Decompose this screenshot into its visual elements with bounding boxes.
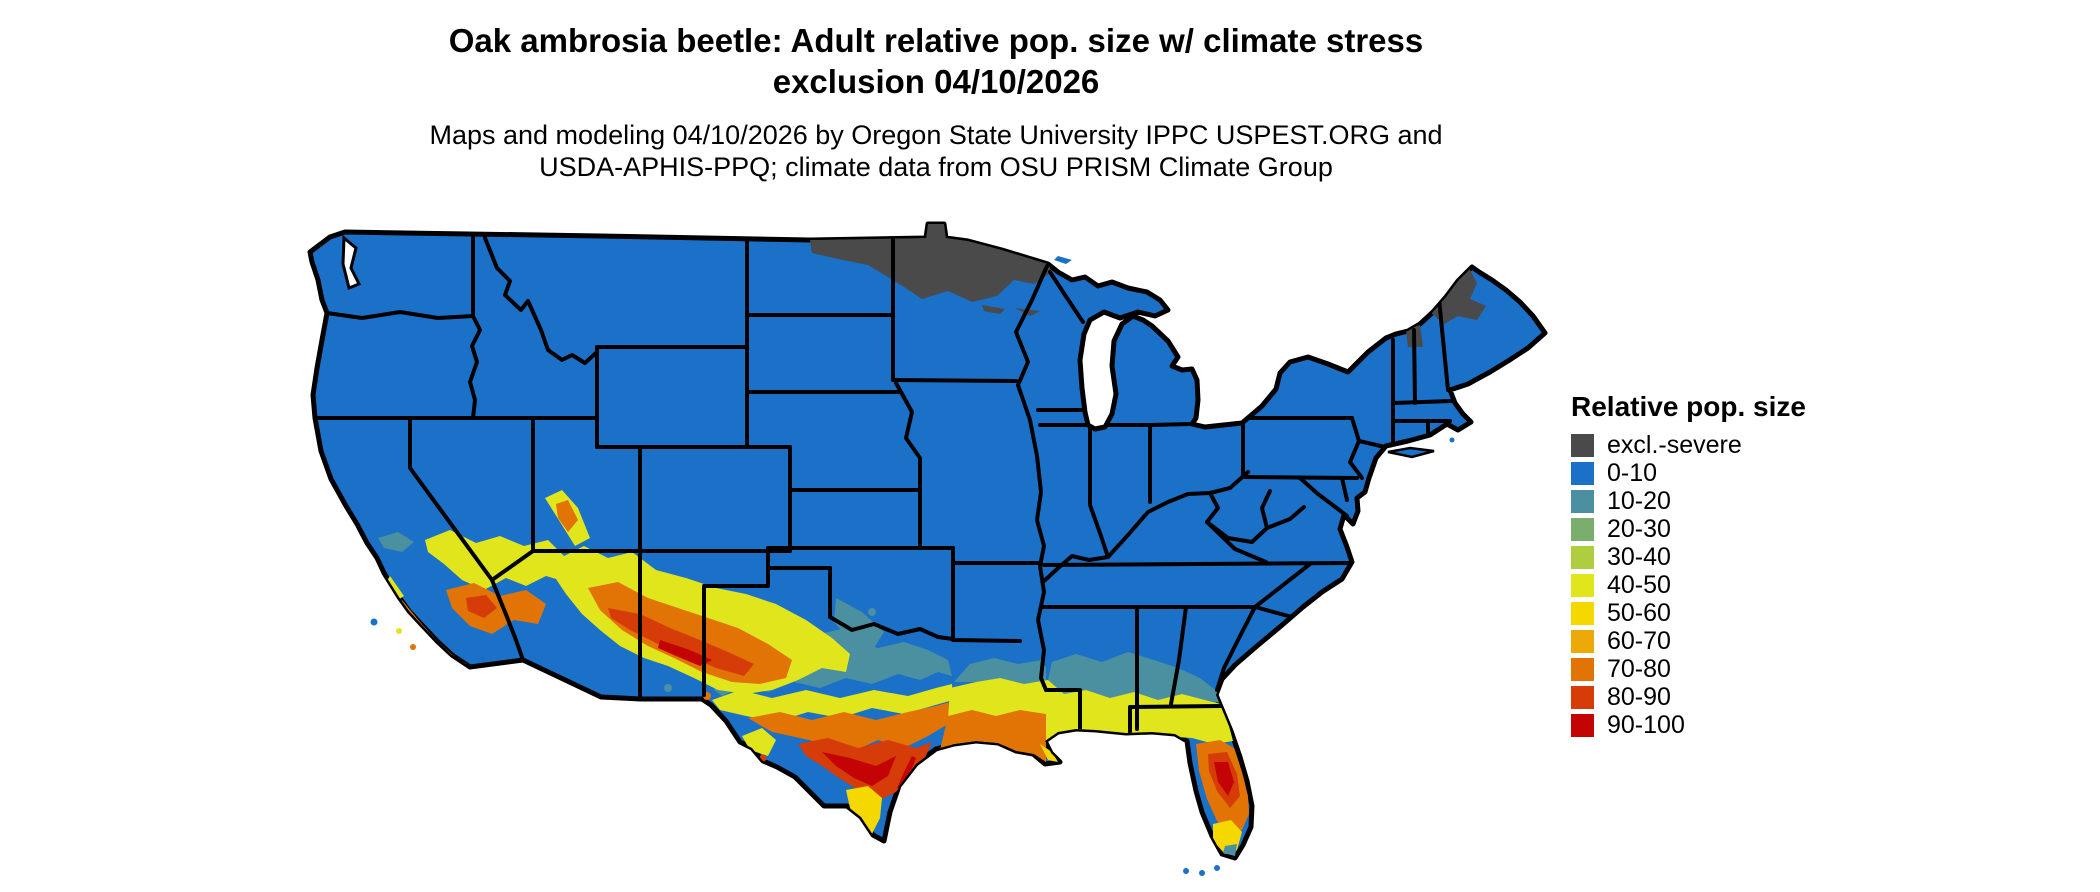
legend-items: excl.-severe 0-10 10-20 20-30 30-40 40-50 50-6…: [1571, 433, 1806, 738]
legend-swatch-b90: [1571, 714, 1594, 737]
legend-swatch-b10: [1571, 490, 1594, 513]
map-header: Oak ambrosia beetle: Adult relative pop.…: [0, 20, 1872, 184]
legend-label: 40-50: [1607, 571, 1671, 599]
long-island: [1387, 446, 1435, 459]
legend-label: 70-80: [1607, 655, 1671, 683]
legend-swatch-b40: [1571, 574, 1594, 597]
nantucket: [1449, 437, 1455, 443]
legend-item: 50-60: [1571, 601, 1806, 626]
legend-swatch-b0: [1571, 462, 1594, 485]
isle-royale: [1054, 256, 1072, 264]
page-subtitle: Maps and modeling 04/10/2026 by Oregon S…: [429, 119, 1443, 183]
legend-item: 0-10: [1571, 461, 1806, 486]
channel-island: [396, 628, 402, 634]
legend-item: 30-40: [1571, 545, 1806, 570]
legend-item: 10-20: [1571, 489, 1806, 514]
legend-swatch-b20: [1571, 518, 1594, 541]
channel-island: [370, 618, 378, 626]
florida-keys: [1214, 865, 1220, 871]
legend-label: 90-100: [1607, 711, 1685, 739]
legend-item: 20-30: [1571, 517, 1806, 542]
legend-swatch-b80: [1571, 686, 1594, 709]
puget-sound: [341, 234, 362, 291]
channel-island: [410, 644, 416, 650]
legend-label: excl.-severe: [1607, 431, 1742, 459]
legend: Relative pop. size excl.-severe 0-10 10-20…: [1571, 391, 1806, 741]
legend-label: 30-40: [1607, 543, 1671, 571]
florida-keys: [1183, 868, 1189, 874]
legend-swatch-b70: [1571, 658, 1594, 681]
legend-label: 0-10: [1607, 459, 1658, 487]
legend-item: 40-50: [1571, 573, 1806, 598]
florida-keys: [1199, 870, 1205, 876]
legend-label: 80-90: [1607, 683, 1671, 711]
hot-region-florida: [1196, 740, 1249, 856]
legend-label: 50-60: [1607, 599, 1671, 627]
legend-title: Relative pop. size: [1571, 391, 1806, 422]
legend-item: excl.-severe: [1571, 433, 1806, 458]
legend-swatch-excl: [1571, 434, 1594, 457]
legend-swatch-b50: [1571, 602, 1594, 625]
legend-swatch-b60: [1571, 630, 1594, 653]
legend-item: 70-80: [1571, 657, 1806, 682]
legend-item: 90-100: [1571, 713, 1806, 738]
state-borders: [313, 236, 1454, 734]
legend-swatch-b30: [1571, 546, 1594, 569]
offshore-features: [341, 234, 1455, 876]
legend-item: 80-90: [1571, 685, 1806, 710]
legend-label: 20-30: [1607, 515, 1671, 543]
legend-label: 60-70: [1607, 627, 1671, 655]
conus-outline: [307, 221, 1548, 861]
legend-label: 10-20: [1607, 487, 1671, 515]
page-title: Oak ambrosia beetle: Adult relative pop.…: [448, 22, 1424, 101]
legend-item: 60-70: [1571, 629, 1806, 654]
